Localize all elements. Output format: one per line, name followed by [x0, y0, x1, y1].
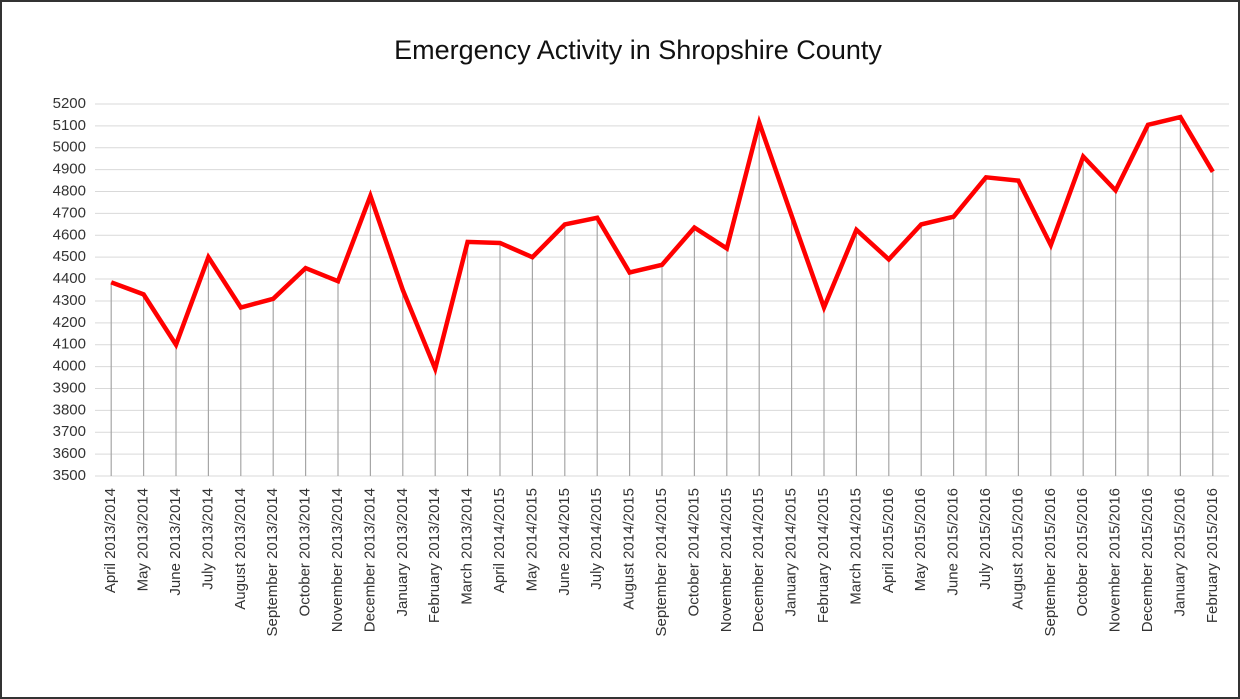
x-tick-label: January 2013/2014 — [394, 488, 411, 616]
x-tick-label: December 2014/2015 — [750, 488, 767, 632]
x-tick-label: August 2015/2016 — [1009, 488, 1026, 610]
x-tick-label: April 2014/2015 — [491, 488, 508, 593]
x-tick-label: December 2013/2014 — [361, 488, 378, 632]
y-tick-label: 3500 — [53, 467, 86, 484]
x-tick-label: June 2014/2015 — [556, 488, 573, 596]
x-tick-label: March 2014/2015 — [847, 488, 864, 605]
y-tick-label: 3600 — [53, 445, 86, 462]
y-tick-label: 5100 — [53, 117, 86, 134]
chart-title: Emergency Activity in Shropshire County — [394, 35, 882, 65]
x-tick-label: October 2014/2015 — [685, 488, 702, 616]
x-tick-label: April 2015/2016 — [880, 488, 897, 593]
y-tick-label: 4200 — [53, 314, 86, 331]
x-tick-label: July 2014/2015 — [588, 488, 605, 590]
x-tick-label: November 2014/2015 — [718, 488, 735, 632]
y-tick-label: 4400 — [53, 270, 86, 287]
x-tick-label: July 2013/2014 — [199, 488, 216, 590]
x-tick-label: August 2013/2014 — [232, 488, 249, 610]
x-tick-label: October 2013/2014 — [297, 488, 314, 616]
x-tick-label: June 2013/2014 — [167, 488, 184, 596]
y-tick-label: 3700 — [53, 423, 86, 440]
y-tick-label: 5200 — [53, 95, 86, 112]
x-tick-label: May 2014/2015 — [523, 488, 540, 591]
x-tick-label: May 2013/2014 — [135, 488, 152, 591]
y-tick-label: 5000 — [53, 139, 86, 156]
x-tick-label: July 2015/2016 — [977, 488, 994, 590]
data-line — [110, 114, 1215, 376]
y-tick-label: 4300 — [53, 292, 86, 309]
x-tick-label: October 2015/2016 — [1074, 488, 1091, 616]
y-tick-label: 4500 — [53, 248, 86, 265]
x-tick-label: December 2015/2016 — [1139, 488, 1156, 632]
y-tick-label: 3800 — [53, 401, 86, 418]
y-tick-label: 3900 — [53, 379, 86, 396]
x-tick-label: February 2013/2014 — [426, 488, 443, 623]
x-tick-label: September 2014/2015 — [653, 488, 670, 636]
x-tick-label: June 2015/2016 — [945, 488, 962, 596]
x-tick-label: November 2013/2014 — [329, 488, 346, 632]
x-tick-label: September 2013/2014 — [264, 488, 281, 636]
y-tick-label: 4600 — [53, 226, 86, 243]
x-tick-label: March 2013/2014 — [459, 488, 476, 605]
x-tick-label: January 2015/2016 — [1171, 488, 1188, 616]
x-tick-label: February 2015/2016 — [1204, 488, 1221, 623]
y-tick-label: 4700 — [53, 204, 86, 221]
y-tick-label: 4000 — [53, 358, 86, 375]
x-tick-label: November 2015/2016 — [1107, 488, 1124, 632]
x-tick-label: January 2014/2015 — [783, 488, 800, 616]
y-tick-label: 4900 — [53, 161, 86, 178]
x-tick-label: February 2014/2015 — [815, 488, 832, 623]
x-tick-label: August 2014/2015 — [621, 488, 638, 610]
y-tick-label: 4100 — [53, 336, 86, 353]
x-tick-label: May 2015/2016 — [912, 488, 929, 591]
x-tick-label: September 2015/2016 — [1042, 488, 1059, 636]
x-tick-label: April 2013/2014 — [102, 488, 119, 593]
y-tick-label: 4800 — [53, 182, 86, 199]
